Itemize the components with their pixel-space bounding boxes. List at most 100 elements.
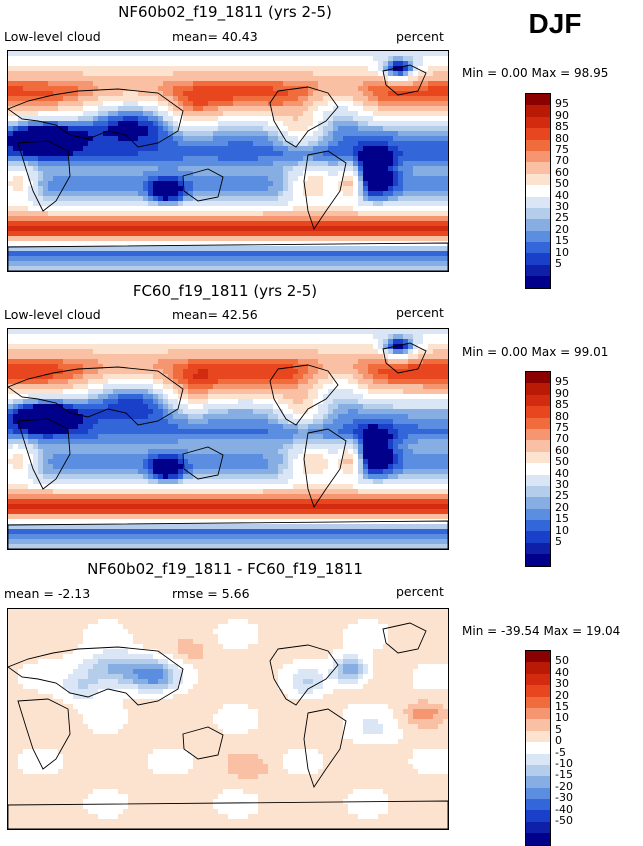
panel-1-title: NF60b02_f19_1811 (yrs 2-5) [118,3,332,21]
colorbar-tick-label: -50 [555,814,573,827]
colorbar-swatch [526,542,550,555]
colorbar-swatch [526,742,550,754]
colorbar-swatch [526,94,550,106]
colorbar-swatch [526,264,550,277]
panel-3-rmse: rmse = 5.66 [172,586,250,601]
panel-2-map [7,328,449,550]
colorbar-tick-label: 70 [555,154,569,168]
colorbar-swatch [526,776,550,788]
colorbar-tick-label: 20 [555,500,569,514]
colorbar-tick-label: 20 [555,688,569,702]
colorbar-swatch [526,116,550,129]
colorbar-tick-label: 70 [555,432,569,446]
colorbar-tick-label: 10 [555,523,569,537]
colorbar-tick-label: -10 [555,757,573,770]
colorbar-tick-label: 30 [555,200,569,213]
colorbar-tick-label: 50 [555,177,569,191]
colorbar-tick-label: 15 [555,700,569,713]
colorbar-swatch [526,105,550,117]
colorbar-swatch [526,383,550,395]
colorbar-tick-label: 10 [555,245,569,259]
colorbar-swatch [526,662,550,674]
panel-3-units: percent [396,584,444,599]
colorbar-swatches [525,93,551,289]
panel-2-mean: mean= 42.56 [172,307,258,322]
colorbar-tick-label: 5 [555,535,562,548]
colorbar-swatch [526,128,550,140]
colorbar-tick-label: 60 [555,165,569,179]
colorbar-swatch [526,651,550,663]
colorbar-swatch [526,685,550,697]
colorbar-tick-label: 40 [555,466,569,480]
colorbar-tick-label: 10 [555,711,569,725]
colorbar-tick-label: 75 [555,421,569,434]
colorbar-swatch [526,150,550,163]
colorbar-swatch [526,730,550,743]
colorbar-tick-label: 30 [555,478,569,491]
panel-1-mean: mean= 40.43 [172,29,258,44]
colorbar-swatch [526,185,550,197]
colorbar-swatches [525,371,551,567]
panel-2-title: FC60_f19_1811 (yrs 2-5) [132,282,318,300]
colorbar-swatch [526,463,550,475]
colorbar-tick-label: -20 [555,779,573,793]
colorbar-swatch [526,253,550,265]
colorbar-tick-label: 5 [555,722,562,736]
colorbar-swatch [526,753,550,765]
colorbar-swatch [526,787,550,800]
colorbar-tick-label: 5 [555,257,562,270]
colorbar-swatch [526,799,550,811]
colorbar-tick-label: -30 [555,791,573,805]
colorbar-swatch [526,554,550,566]
panel-2-units: percent [396,305,444,320]
season-label: DJF [528,8,582,39]
colorbar-tick-label: -40 [555,802,573,816]
colorbar-swatch [526,474,550,486]
colorbar-tick-label: 90 [555,386,569,400]
colorbar-swatch [526,719,550,731]
colorbar-tick-label: 15 [555,234,569,248]
colorbar-tick-label: -15 [555,768,573,782]
panel-1-map [7,50,449,272]
colorbar-tick-label: 60 [555,443,569,457]
panel-3-colorbar: 50 40 30 20 15 10 5 0 -5 -10 -15 -20 -30 -40 -50 [525,650,573,846]
colorbar-swatch [526,707,550,720]
colorbar-tick-label: 40 [555,665,569,679]
colorbar-tick-label: 90 [555,108,569,122]
colorbar-tick-label: 0 [555,734,562,748]
colorbar-swatch [526,276,550,288]
panel-2-colorbar: 95 90 85 80 75 70 60 50 40 30 25 20 15 10 5 [525,371,569,567]
colorbar-tick-label: 30 [555,677,569,691]
colorbar-swatch [526,207,550,220]
colorbar-swatch [526,139,550,151]
panel-1-variable: Low-level cloud [4,29,101,44]
panel-3-mean: mean = -2.13 [4,586,91,601]
panel-1-colorbar: 95 90 85 80 75 70 60 50 40 30 25 20 15 10 5 [525,93,569,289]
colorbar-tick-label: 85 [555,120,569,134]
colorbar-swatch [526,531,550,543]
colorbar-swatch [526,451,550,464]
colorbar-tick-label: 80 [555,409,569,423]
colorbar-swatch [526,196,550,208]
panel-3-map [7,608,449,830]
colorbar-swatch [526,440,550,452]
colorbar-tick-label: -5 [555,745,566,759]
colorbar-swatch [526,417,550,429]
colorbar-swatch [526,696,550,708]
panel-2-variable: Low-level cloud [4,307,101,322]
colorbar-tick-label: 95 [555,97,569,111]
colorbar-swatch [526,162,550,174]
colorbar-swatch [526,219,550,231]
colorbar-tick-label: 50 [555,654,569,668]
colorbar-swatches [525,650,551,846]
colorbar-swatch [526,485,550,498]
colorbar-swatch [526,520,550,532]
panel-1-units: percent [396,29,444,44]
colorbar-swatch [526,242,550,254]
colorbar-swatch [526,406,550,418]
panel-2-minmax: Min = 0.00 Max = 99.01 [462,345,609,359]
colorbar-swatch [526,810,550,822]
colorbar-swatch [526,173,550,186]
colorbar-tick-label: 75 [555,143,569,156]
colorbar-swatch [526,230,550,243]
